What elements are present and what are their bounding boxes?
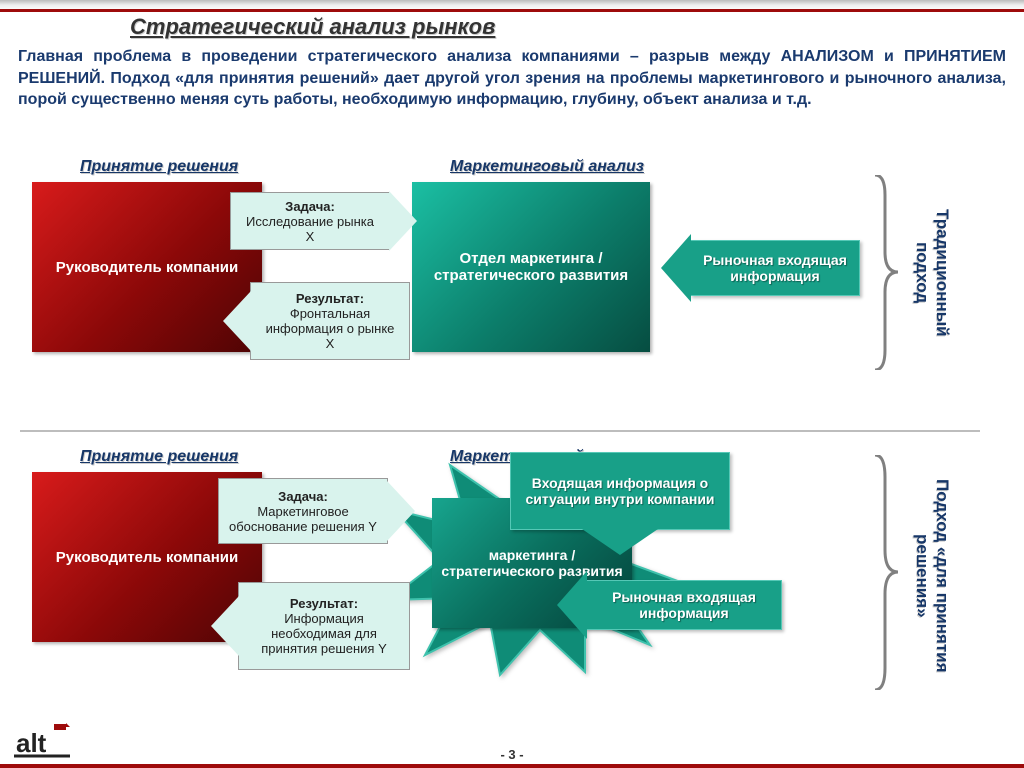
decision-label-1: Принятие решения [80, 158, 238, 176]
top-red-bar [0, 9, 1024, 12]
task-text-1: Исследование рынка X [241, 214, 379, 244]
page-number: - 3 - [0, 747, 1024, 762]
dept-text-1: Отдел маркетинга / стратегического разви… [412, 250, 650, 284]
result-label-1: Результат: [296, 291, 364, 306]
approach-label-decision: Подход «для принятия решения» [912, 448, 952, 703]
market-info-arrow-1: Рыночная входящая информация [690, 240, 860, 296]
page-title: Стратегический анализ рынков [130, 14, 495, 40]
market-info-text-1: Рыночная входящая информация [701, 252, 849, 284]
task-label-2: Задача: [278, 489, 328, 504]
internal-info-arrow: Входящая информация о ситуации внутри ко… [510, 452, 730, 530]
result-arrow-1: Результат: Фронтальная информация о рынк… [250, 282, 410, 360]
dept-box-1: Отдел маркетинга / стратегического разви… [412, 182, 650, 352]
result-arrow-2: Результат: Информация необходимая для пр… [238, 582, 410, 670]
market-info-arrow-2: Рыночная входящая информация [586, 580, 782, 630]
approach-label-traditional: Традиционный подход [912, 185, 952, 360]
internal-info-text: Входящая информация о ситуации внутри ко… [521, 475, 719, 507]
task-arrow-2: Задача: Маркетинговое обоснование решени… [218, 478, 388, 544]
footer-red-bar [0, 764, 1024, 768]
market-info-text-2: Рыночная входящая информация [597, 589, 771, 621]
separator-line [20, 430, 980, 432]
task-text-2: Маркетинговое обоснование решения Y [229, 504, 377, 534]
analysis-label-1: Маркетинговый анализ [450, 158, 644, 176]
intro-paragraph: Главная проблема в проведении стратегиче… [18, 46, 1006, 111]
manager-text-2: Руководитель компании [56, 549, 238, 566]
task-label-1: Задача: [285, 199, 335, 214]
brace-2 [870, 455, 900, 690]
result-label-2: Результат: [290, 596, 358, 611]
manager-text-1: Руководитель компании [56, 259, 238, 276]
decision-label-2: Принятие решения [80, 448, 238, 466]
result-text-1: Фронтальная информация о рынке X [261, 306, 399, 351]
result-text-2: Информация необходимая для принятия реше… [249, 611, 399, 656]
brace-1 [870, 175, 900, 370]
task-arrow-1: Задача: Исследование рынка X [230, 192, 390, 250]
